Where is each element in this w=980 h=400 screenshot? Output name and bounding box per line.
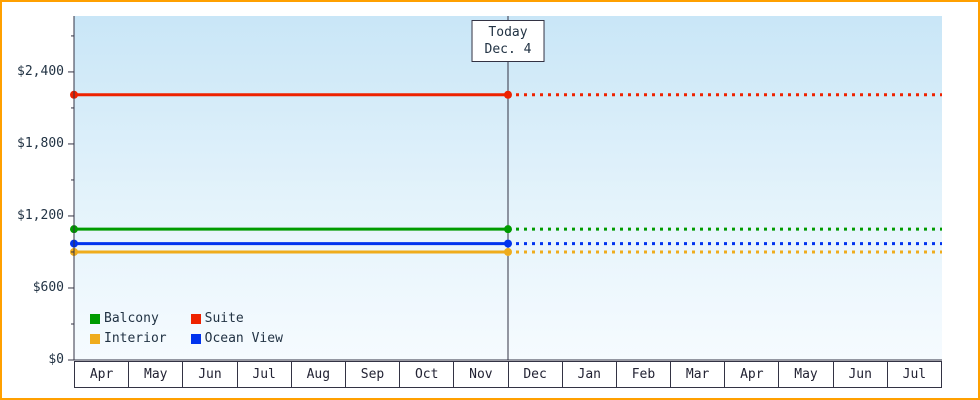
y-axis-label: $0 <box>48 352 64 367</box>
y-axis-label: $1,200 <box>17 207 64 223</box>
month-cell: Aug <box>292 362 346 387</box>
series-today-marker <box>504 239 512 248</box>
legend-item: Interior <box>90 331 167 346</box>
month-cell: Sep <box>346 362 401 387</box>
today-label-line2: Dec. 4 <box>484 42 532 57</box>
legend-item: Balcony <box>90 311 167 326</box>
month-cell: Jul <box>238 362 292 387</box>
legend-label: Ocean View <box>204 331 283 346</box>
month-cell: Jan <box>563 362 617 387</box>
month-cell: Nov <box>454 362 509 387</box>
legend-swatch <box>190 313 201 324</box>
month-cell: May <box>779 362 834 387</box>
month-cell: Apr <box>75 362 130 387</box>
series-today-marker <box>504 90 512 99</box>
legend-swatch <box>190 333 201 344</box>
series-today-marker <box>504 247 512 256</box>
month-cell: Feb <box>617 362 672 387</box>
today-label-box: Today Dec. 4 <box>471 20 545 62</box>
legend-label: Suite <box>204 311 244 326</box>
today-label-line1: Today <box>488 25 528 40</box>
month-cell: Mar <box>671 362 726 387</box>
legend-swatch <box>90 313 100 324</box>
month-cell: Jul <box>902 367 927 382</box>
month-cell: May <box>129 362 184 387</box>
legend: Balcony Suite Interior Ocean View <box>90 311 283 346</box>
legend-item: Ocean View <box>190 331 283 346</box>
y-axis-label: $1,800 <box>17 135 64 151</box>
y-axis-label: $2,400 <box>17 63 64 79</box>
legend-swatch <box>90 333 100 344</box>
legend-label: Interior <box>104 331 167 346</box>
legend-label: Balcony <box>104 311 159 326</box>
x-axis-month-row: Apr May Jun Jul Aug Sep Oct Nov Dec Jan Feb Mar Apr M… <box>74 361 942 388</box>
month-cell: Apr <box>725 362 780 387</box>
month-cell: Jun <box>834 362 888 387</box>
series-today-marker <box>504 225 512 234</box>
legend-item: Suite <box>190 311 283 326</box>
month-cell: Jun <box>183 362 238 387</box>
month-cell: Oct <box>400 362 455 387</box>
y-axis-label: $600 <box>32 279 64 295</box>
month-cell: Dec <box>509 362 563 387</box>
